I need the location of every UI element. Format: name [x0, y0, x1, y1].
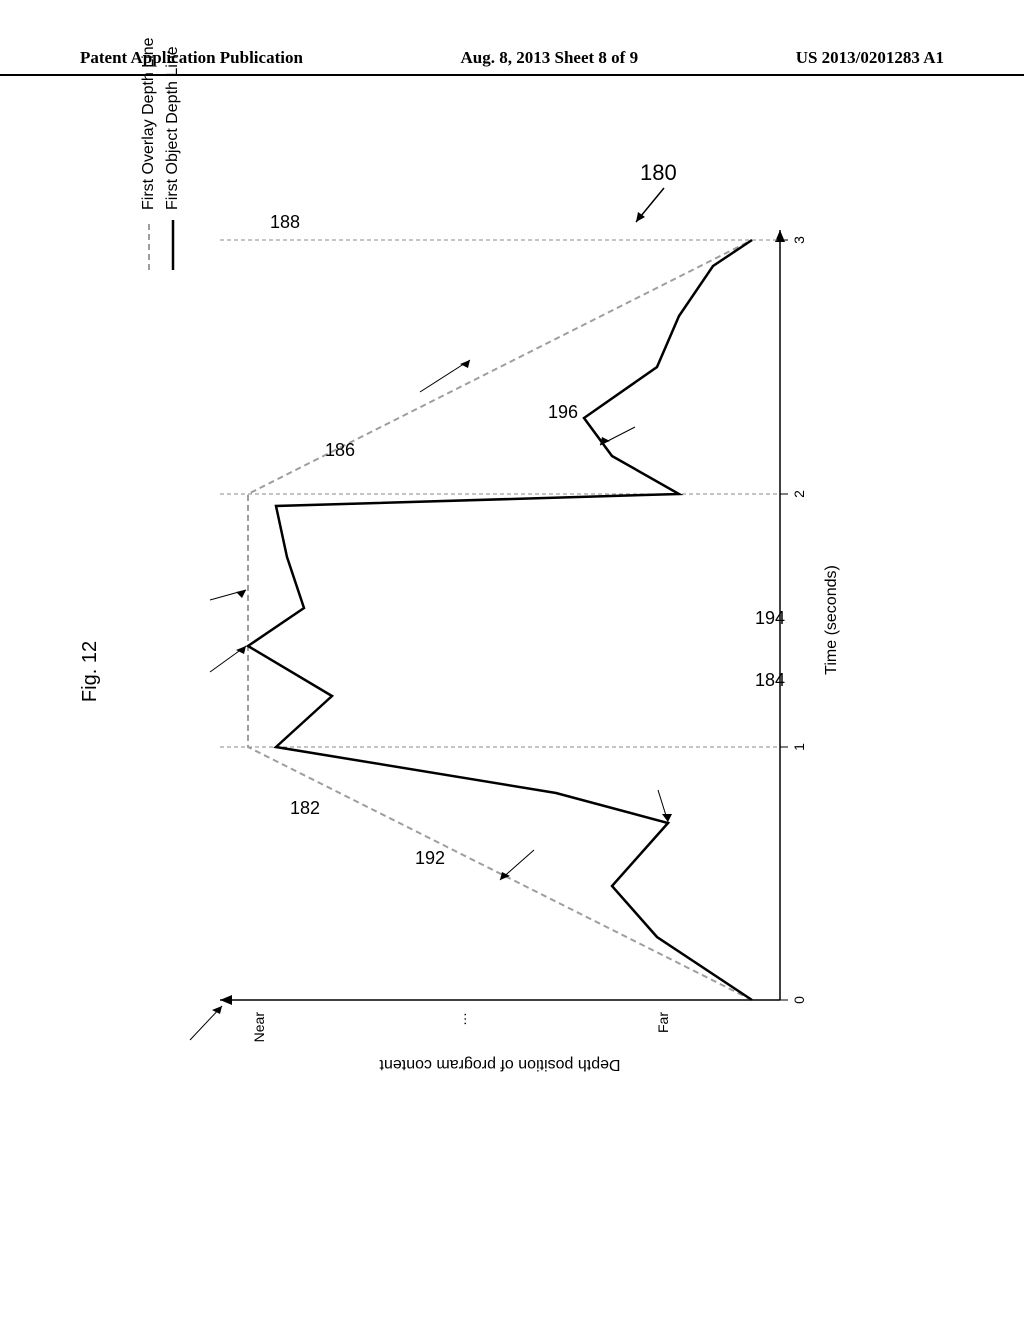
svg-text:3: 3 — [791, 236, 807, 244]
svg-text:2: 2 — [791, 490, 807, 498]
header-left: Patent Application Publication — [80, 48, 303, 68]
figure-12: 0 1 2 3 Near … — [160, 190, 860, 1090]
ref-180: 180 — [640, 160, 677, 186]
y-near-label: Near — [251, 1012, 267, 1043]
legend-overlay-swatch — [144, 220, 154, 270]
y-far-label: Far — [655, 1012, 671, 1033]
header-center: Aug. 8, 2013 Sheet 8 of 9 — [461, 48, 639, 68]
callout-196: 196 — [548, 402, 578, 423]
callout-188: 188 — [270, 212, 300, 233]
svg-text:0: 0 — [791, 996, 807, 1004]
svg-text:…: … — [453, 1012, 469, 1026]
x-axis-label: Time (seconds) — [823, 565, 840, 675]
callout-184: 184 — [755, 670, 785, 691]
legend-object-row: First Object Depth Line — [164, 10, 182, 270]
y-axis-label: Depth position of program content — [379, 1056, 621, 1073]
legend-overlay-row: First Overlay Depth Line — [140, 10, 158, 270]
legend-overlay-label: First Overlay Depth Line — [140, 37, 158, 210]
callout-192: 192 — [415, 848, 445, 869]
chart-legend: First Overlay Depth Line First Object De… — [140, 10, 188, 270]
svg-text:1: 1 — [791, 743, 807, 751]
legend-object-label: First Object Depth Line — [164, 46, 182, 210]
callout-186: 186 — [325, 440, 355, 461]
header-right: US 2013/0201283 A1 — [796, 48, 944, 68]
callout-194: 194 — [755, 608, 785, 629]
depth-chart: 0 1 2 3 Near … — [160, 190, 860, 1090]
legend-object-swatch — [168, 220, 178, 270]
figure-caption: Fig. 12 — [79, 641, 102, 702]
callout-182: 182 — [290, 798, 320, 819]
ref-180-leader — [630, 184, 680, 234]
